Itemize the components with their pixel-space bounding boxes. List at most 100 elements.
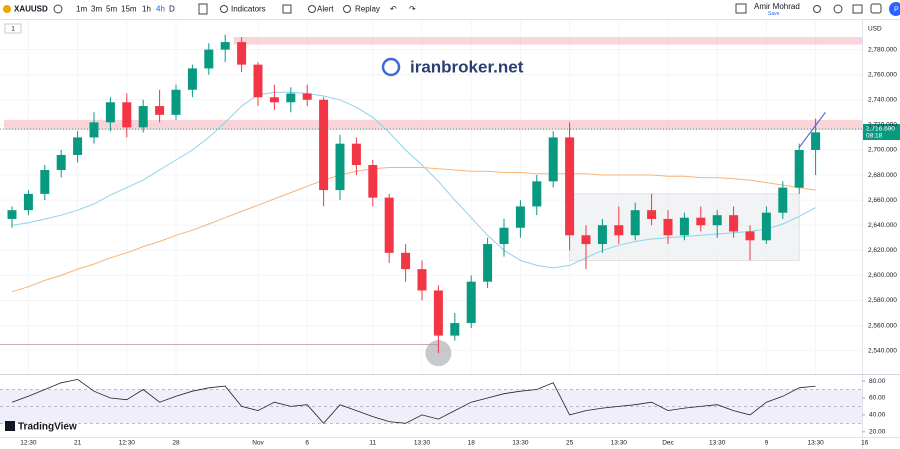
fullscreen[interactable] bbox=[852, 4, 863, 14]
interval[interactable]: D bbox=[169, 5, 175, 14]
zone bbox=[4, 119, 862, 130]
settings[interactable] bbox=[833, 4, 843, 14]
candle-body bbox=[761, 212, 771, 241]
pane-label-box[interactable] bbox=[4, 23, 22, 34]
y-tick-label: 2,740.000 bbox=[868, 96, 897, 103]
candle-body bbox=[368, 165, 378, 198]
x-tick-label: 13:30 bbox=[709, 440, 726, 447]
candle-body bbox=[663, 218, 673, 236]
y-tick-label: 2,760.000 bbox=[868, 71, 897, 78]
search[interactable] bbox=[813, 5, 821, 13]
candle-body bbox=[417, 269, 427, 291]
candle-body bbox=[729, 215, 739, 232]
candle-body bbox=[204, 49, 214, 69]
candle-body bbox=[515, 206, 525, 228]
x-tick-label: 6 bbox=[305, 440, 309, 447]
candle-body bbox=[548, 137, 558, 182]
save-status: Save bbox=[768, 11, 780, 17]
candle-body bbox=[679, 217, 689, 236]
rsi-band bbox=[0, 389, 862, 424]
y-tick-label: 2,700.000 bbox=[868, 147, 897, 154]
x-tick-label: 16 bbox=[861, 440, 869, 447]
toolbar bbox=[0, 0, 900, 19]
interval[interactable]: 5m bbox=[106, 5, 117, 14]
candle-body bbox=[433, 290, 443, 336]
avatar[interactable] bbox=[889, 2, 900, 16]
candle-body bbox=[220, 42, 230, 50]
rsi-tick-label: 60.00 bbox=[869, 395, 886, 402]
x-tick-label: 12:30 bbox=[20, 440, 37, 447]
x-tick-label: 21 bbox=[74, 440, 82, 447]
toolbar-button[interactable]: Replay bbox=[355, 5, 380, 14]
candle-body bbox=[811, 132, 821, 150]
y-tick-label: 2,720.000 bbox=[868, 122, 897, 129]
rsi-tick-label: 20.00 bbox=[869, 428, 886, 435]
candle-body bbox=[351, 143, 361, 166]
rsi-tick-label: 40.00 bbox=[869, 412, 886, 419]
watermark-icon bbox=[381, 57, 401, 77]
candle-body bbox=[696, 217, 706, 226]
trend-line bbox=[798, 111, 826, 148]
candle-body bbox=[499, 227, 509, 245]
candle-body bbox=[597, 225, 607, 245]
indicators-icon bbox=[220, 5, 228, 13]
x-tick-label: Nov bbox=[252, 440, 264, 447]
pane-label: 1 bbox=[11, 26, 15, 33]
x-tick-label: 13:30 bbox=[807, 440, 824, 447]
candle-body bbox=[105, 102, 115, 123]
interval[interactable]: 1h bbox=[142, 5, 151, 14]
x-tick-label: 13:30 bbox=[414, 440, 431, 447]
add-symbol[interactable] bbox=[53, 4, 63, 14]
watermark: iranbroker.net bbox=[410, 57, 524, 76]
redo[interactable]: ↷ bbox=[409, 5, 416, 14]
undo[interactable]: ↶ bbox=[390, 5, 397, 14]
user-name[interactable]: Amir Mohrad bbox=[754, 2, 800, 11]
x-tick-label: 11 bbox=[369, 440, 376, 447]
logo-icon bbox=[5, 421, 15, 431]
candle-body bbox=[614, 225, 624, 236]
bar-style[interactable] bbox=[198, 3, 208, 15]
candle-body bbox=[565, 137, 575, 236]
candle-body bbox=[581, 235, 591, 245]
candle-body bbox=[187, 68, 197, 90]
candle-body bbox=[384, 197, 394, 253]
candle-body bbox=[401, 252, 411, 270]
x-tick-label: 13:30 bbox=[611, 440, 628, 447]
moving-average bbox=[11, 91, 816, 269]
rsi-tick-label: 80.00 bbox=[869, 378, 886, 385]
candle-body bbox=[89, 122, 99, 138]
interval[interactable]: 4h bbox=[156, 5, 165, 14]
toolbar-button[interactable]: Alert bbox=[317, 5, 334, 14]
candle-body bbox=[450, 323, 460, 336]
rsi-pane bbox=[0, 378, 862, 424]
symbol[interactable]: XAUUSD bbox=[14, 5, 48, 14]
candle-body bbox=[7, 210, 17, 219]
x-tick-label: 9 bbox=[765, 440, 769, 447]
rsi-line bbox=[11, 378, 816, 424]
y-tick-label: 2,560.000 bbox=[868, 322, 897, 329]
y-tick-label: 2,660.000 bbox=[868, 197, 897, 204]
candle-body bbox=[155, 106, 165, 115]
candle-body bbox=[138, 106, 148, 128]
interval[interactable]: 15m bbox=[121, 5, 137, 14]
y-tick-label: 2,540.000 bbox=[868, 347, 897, 354]
y-tick-label: 2,580.000 bbox=[868, 297, 897, 304]
candle-body bbox=[73, 137, 83, 155]
logo[interactable]: TradingView bbox=[18, 422, 77, 433]
candle-body bbox=[237, 42, 247, 65]
candle-body bbox=[171, 89, 181, 115]
currency[interactable]: USD bbox=[868, 26, 882, 33]
interval[interactable]: 1m bbox=[76, 5, 87, 14]
interval[interactable]: 3m bbox=[91, 5, 102, 14]
toolbar-button[interactable]: Indicators bbox=[231, 5, 266, 14]
moving-average bbox=[11, 167, 816, 293]
candle-body bbox=[23, 193, 33, 211]
layouts[interactable] bbox=[282, 4, 292, 14]
y-tick-label: 2,680.000 bbox=[868, 172, 897, 179]
screenshot[interactable] bbox=[870, 3, 882, 14]
candle-body bbox=[286, 93, 296, 103]
y-tick-label: 2,780.000 bbox=[868, 46, 897, 53]
layout-save[interactable] bbox=[735, 3, 747, 14]
avatar-letter: P bbox=[894, 6, 899, 13]
